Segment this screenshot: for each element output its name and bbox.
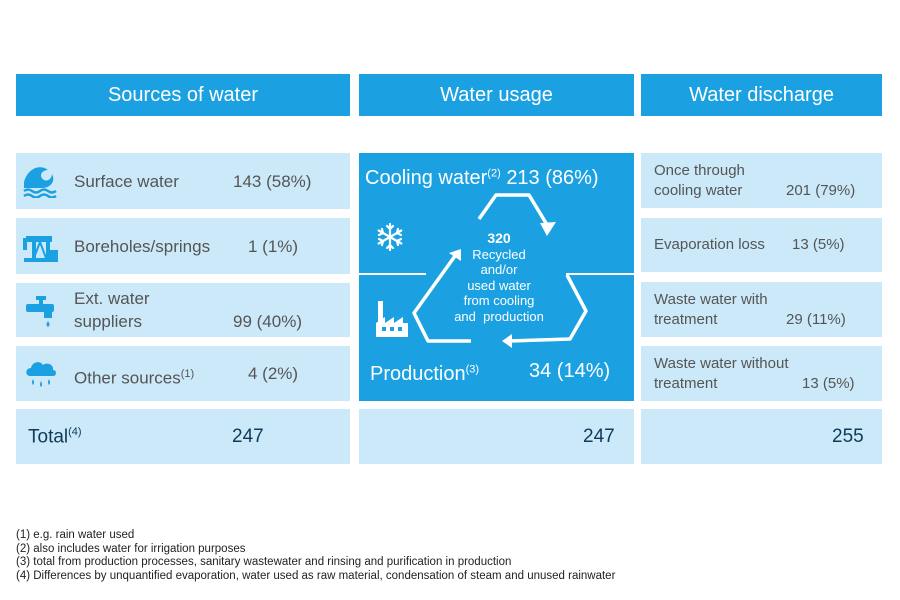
total-usage-box: 247	[359, 409, 634, 464]
cooling-water-value: 213 (86%)	[506, 167, 599, 189]
cooling-water-label: Cooling water	[365, 167, 488, 189]
source-value: 143 (58%)	[233, 172, 312, 191]
recycled-line: and/or	[480, 262, 518, 277]
recycled-value: 320	[487, 230, 511, 246]
recycled-center: 320 Recycled and/or used water from cool…	[449, 230, 549, 324]
discharge-row-once-through: Once through cooling water 201 (79%)	[641, 153, 882, 208]
discharge-value: 201 (79%)	[786, 182, 856, 199]
recycle-cycle	[359, 193, 634, 348]
discharge-value: 13 (5%)	[792, 236, 845, 253]
source-row-surface-water: Surface water 143 (58%)	[16, 153, 350, 209]
discharge-row-evaporation: Evaporation loss 13 (5%)	[641, 218, 882, 272]
source-value: 1 (1%)	[248, 237, 299, 256]
discharge-value: 29 (11%)	[786, 311, 846, 328]
discharge-label-line2: treatment	[654, 311, 718, 328]
tap-icon	[26, 296, 54, 327]
discharge-label-line1: Waste water with	[654, 291, 768, 308]
discharge-row-waste-with: Waste water with treatment 29 (11%)	[641, 282, 882, 337]
total-label: Total(4)	[28, 426, 82, 448]
footnote-ref: (1)	[180, 368, 195, 380]
source-label: Surface water	[74, 172, 179, 191]
wave-icon	[23, 167, 57, 198]
source-label: Other sources(1)	[74, 363, 194, 390]
footnotes: (1) e.g. rain water used (2) also includ…	[16, 529, 615, 583]
total-discharge-value: 255	[832, 426, 864, 447]
header-discharge: Water discharge	[641, 74, 882, 116]
source-row-ext-suppliers: Ext. water suppliers 99 (40%)	[16, 283, 350, 337]
source-label-line2: suppliers	[74, 312, 143, 331]
production-value: 34 (14%)	[529, 360, 611, 382]
discharge-label-line1: Evaporation loss	[654, 236, 765, 253]
discharge-label-line1: Once through	[654, 162, 745, 179]
footnote: (2) also includes water for irrigation p…	[16, 542, 246, 555]
recycled-line: Recycled	[472, 246, 526, 262]
discharge-label-line2: treatment	[654, 375, 718, 392]
total-sources-box: Total(4) 247	[16, 409, 350, 464]
footnote: (3) total from production processes, san…	[16, 556, 512, 568]
header-usage: Water usage	[359, 74, 634, 116]
rain-cloud-icon	[26, 362, 56, 387]
production-label: Production	[370, 363, 466, 385]
source-value: 4 (2%)	[248, 364, 299, 383]
total-label-text: Total	[28, 426, 69, 448]
total-discharge-box: 255	[641, 409, 882, 464]
discharge-row-waste-without: Waste water without treatment 13 (5%)	[641, 346, 882, 401]
recycled-line: from cooling	[463, 293, 535, 308]
discharge-value: 13 (5%)	[802, 375, 855, 392]
total-usage-value: 247	[583, 426, 615, 447]
source-label-line1: Ext. water	[74, 289, 150, 308]
footnote-ref: (4)	[68, 426, 82, 438]
header-sources: Sources of water	[16, 74, 350, 116]
production: Production(3)	[370, 363, 479, 386]
cooling-water: Cooling water(2) 213 (86%)	[365, 167, 599, 190]
discharge-label-line2: cooling water	[654, 182, 743, 199]
discharge-label-line1: Waste water without	[654, 355, 789, 372]
factory-icon	[376, 301, 408, 337]
source-row-other: Other sources(1) 4 (2%)	[16, 346, 350, 401]
snowflake-icon	[377, 222, 403, 252]
footnote-ref: (3)	[465, 363, 480, 376]
recycled-line: and production	[454, 308, 544, 324]
footnote-ref: (2)	[487, 167, 501, 180]
source-label-text: Other sources	[74, 368, 181, 388]
usage-panel: Cooling water(2) 213 (86%) 320 Recycled …	[359, 153, 634, 401]
recycled-line: used water	[467, 277, 531, 293]
pump-icon	[23, 236, 58, 262]
source-row-boreholes: Boreholes/springs 1 (1%)	[16, 218, 350, 274]
footnote: (4) Differences by unquantified evaporat…	[16, 569, 616, 582]
total-sources-value: 247	[232, 426, 264, 447]
footnote: (1) e.g. rain water used	[16, 529, 135, 541]
source-label: Boreholes/springs	[74, 237, 211, 256]
source-value: 99 (40%)	[233, 312, 302, 331]
